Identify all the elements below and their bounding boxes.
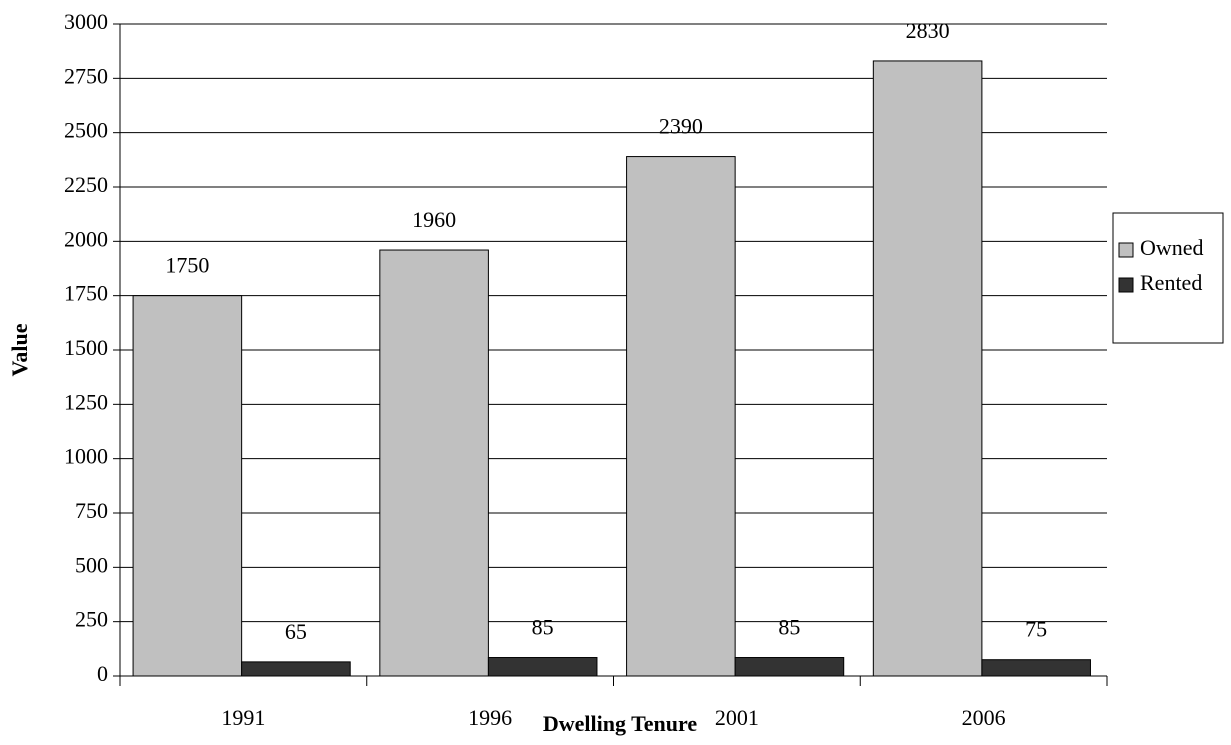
bar bbox=[981, 659, 1091, 677]
data-label: 75 bbox=[1025, 617, 1047, 642]
y-tick-label: 2000 bbox=[64, 226, 108, 251]
legend-swatch bbox=[1118, 277, 1134, 293]
bar bbox=[626, 156, 736, 677]
bar bbox=[132, 295, 243, 677]
legend-label: Owned bbox=[1140, 235, 1204, 260]
bar bbox=[241, 661, 351, 677]
x-tick-label: 2001 bbox=[715, 705, 759, 730]
y-tick-label: 1000 bbox=[64, 444, 108, 469]
y-axis-label: Value bbox=[7, 323, 32, 376]
legend-swatch bbox=[1118, 242, 1134, 258]
data-label: 2830 bbox=[906, 18, 950, 43]
y-tick-label: 1250 bbox=[64, 389, 108, 414]
bar bbox=[734, 657, 845, 677]
y-tick-label: 3000 bbox=[64, 9, 108, 34]
data-label: 85 bbox=[532, 615, 554, 640]
y-tick-label: 2750 bbox=[64, 63, 108, 88]
bar bbox=[487, 657, 598, 677]
bar bbox=[379, 249, 489, 677]
x-tick-label: 1991 bbox=[221, 705, 265, 730]
y-tick-label: 2500 bbox=[64, 118, 108, 143]
x-tick-label: 2006 bbox=[962, 705, 1006, 730]
y-tick-label: 500 bbox=[75, 552, 108, 577]
y-tick-label: 1750 bbox=[64, 281, 108, 306]
data-label: 85 bbox=[778, 615, 800, 640]
y-tick-label: 250 bbox=[75, 607, 108, 632]
y-tick-label: 2250 bbox=[64, 172, 108, 197]
data-label: 65 bbox=[285, 619, 307, 644]
data-label: 1750 bbox=[165, 253, 209, 278]
y-tick-label: 0 bbox=[97, 661, 108, 686]
x-tick-label: 1996 bbox=[468, 705, 512, 730]
y-tick-label: 1500 bbox=[64, 335, 108, 360]
y-tick-label: 750 bbox=[75, 498, 108, 523]
legend-label: Rented bbox=[1140, 270, 1202, 295]
data-label: 1960 bbox=[412, 207, 456, 232]
data-label: 2390 bbox=[659, 114, 703, 139]
x-axis-label: Dwelling Tenure bbox=[543, 711, 697, 736]
bar bbox=[872, 60, 983, 677]
